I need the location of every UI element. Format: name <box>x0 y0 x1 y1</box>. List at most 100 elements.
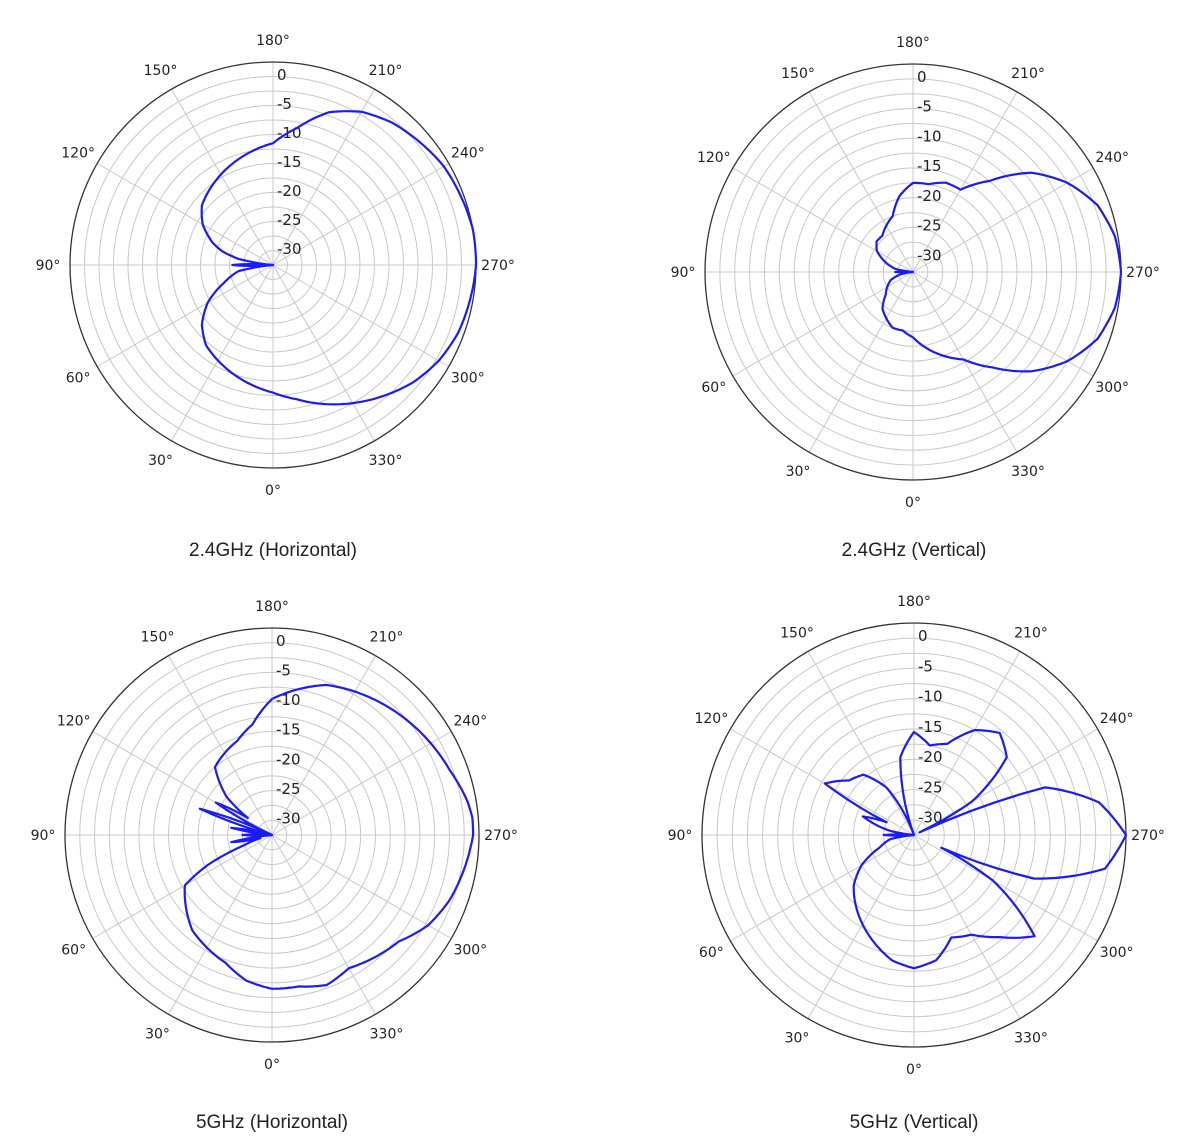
pattern-trace <box>200 110 478 406</box>
angle-tick-label: 30° <box>145 1026 170 1042</box>
grid-spoke <box>807 651 915 836</box>
grid-spoke <box>272 88 375 266</box>
angle-tick-label: 240° <box>453 714 487 730</box>
grid-spoke <box>730 728 915 836</box>
grid-spoke <box>168 655 273 836</box>
angle-tick-label: 180° <box>256 33 290 49</box>
angle-tick-label: 210° <box>369 63 403 79</box>
outer-ring <box>64 627 480 1043</box>
radial-tick-label: -20 <box>277 182 302 200</box>
chart-panel-1: 0° 30° 60° 90° 120° 150° 180° 210° 240° 270° 300° 3… <box>0 0 600 575</box>
chart-title: 5GHz (Horizontal) <box>195 1112 349 1133</box>
radial-tick-label: -5 <box>276 662 291 680</box>
radial-tick-label: -30 <box>917 246 942 264</box>
grid-spoke <box>913 834 1021 1019</box>
angle-tick-label: 90° <box>668 828 693 844</box>
grid-spoke <box>271 655 376 836</box>
grid-spoke <box>808 271 914 453</box>
angle-tick-label: 0° <box>906 1062 922 1078</box>
angle-tick-label: 300° <box>453 943 487 959</box>
angle-tick-label: 0° <box>905 495 921 511</box>
angle-tick-label: 240° <box>1095 150 1129 166</box>
grid-spoke <box>913 834 1098 942</box>
grid-spoke <box>92 731 273 836</box>
angle-tick-label: 240° <box>1100 711 1134 727</box>
grid-spoke <box>913 728 1098 836</box>
radial-tick-label: 0 <box>277 66 287 84</box>
grid-spoke <box>171 264 274 442</box>
radial-tick-label: -20 <box>276 750 301 768</box>
grid-spoke <box>732 271 914 377</box>
grid-spoke <box>912 271 1018 453</box>
radial-tick-label: -25 <box>918 778 943 796</box>
angle-tick-label: 90° <box>31 828 56 844</box>
chart-title: 2.4GHz (Vertical) <box>841 540 987 561</box>
angle-tick-label: 180° <box>897 594 931 610</box>
grid-spoke <box>912 271 1094 377</box>
grid-spoke <box>271 731 452 836</box>
radial-tick-label: -5 <box>917 98 932 116</box>
grid-spoke <box>732 167 914 273</box>
angle-tick-label: 0° <box>265 483 281 499</box>
angle-tick-label: 180° <box>896 35 930 51</box>
angle-tick-label: 150° <box>781 66 815 82</box>
angle-tick-label: 300° <box>451 371 485 387</box>
grid-spoke <box>912 91 1018 273</box>
radial-tick-label: -30 <box>918 809 943 827</box>
chart-title: 5GHz (Vertical) <box>849 1112 979 1133</box>
grid-spoke <box>171 88 274 266</box>
radial-tick-label: -5 <box>918 657 933 675</box>
pattern-trace <box>183 683 475 990</box>
polar-chart-3: 0° 30° 60° 90° 120° 150° 180° 210° 240° 270° 300° 3… <box>31 599 518 1073</box>
radial-tick-label: -10 <box>918 688 943 706</box>
angle-tick-label: 60° <box>61 943 86 959</box>
radial-tick-label: -5 <box>277 95 292 113</box>
angle-tick-label: 330° <box>1014 1031 1048 1047</box>
angle-tick-label: 0° <box>264 1057 280 1073</box>
chart-title: 2.4GHz (Horizontal) <box>189 540 357 561</box>
angle-tick-label: 270° <box>1126 265 1160 281</box>
radial-tick-label: -25 <box>276 780 301 798</box>
grid-spoke <box>272 163 450 266</box>
angle-tick-label: 270° <box>1131 828 1165 844</box>
radial-tick-label: -30 <box>277 240 302 258</box>
radial-tick-label: -15 <box>917 157 942 175</box>
grid-spoke <box>807 834 915 1019</box>
radial-tick-label: -20 <box>918 748 943 766</box>
polar-chart-2: 0° 30° 60° 90° 120° 150° 180° 210° 240° 270° 300° 3… <box>671 35 1160 511</box>
grid-spoke <box>271 834 452 939</box>
angle-tick-label: 210° <box>1014 625 1048 641</box>
pattern-trace <box>823 728 1128 970</box>
angle-tick-label: 330° <box>369 453 403 469</box>
radial-tick-label: 0 <box>917 68 927 86</box>
angle-tick-label: 90° <box>36 258 61 274</box>
grid-spoke <box>913 651 1021 836</box>
angle-tick-label: 240° <box>451 146 485 162</box>
angle-tick-label: 90° <box>671 265 696 281</box>
grid-spoke <box>168 834 273 1015</box>
grid-spoke <box>272 264 375 442</box>
angle-tick-label: 60° <box>699 945 724 961</box>
grid-spoke <box>730 834 915 942</box>
radial-tick-label: 0 <box>276 632 286 650</box>
angle-tick-label: 30° <box>148 453 173 469</box>
angle-tick-label: 150° <box>780 625 814 641</box>
radial-tick-label: -25 <box>277 211 302 229</box>
radial-tick-label: -10 <box>917 127 942 145</box>
grid-spoke <box>96 264 274 367</box>
radial-tick-label: 0 <box>918 627 928 645</box>
angle-tick-label: 270° <box>481 258 515 274</box>
angle-tick-label: 30° <box>785 1031 810 1047</box>
radial-tick-label: -30 <box>276 809 301 827</box>
chart-panel-2: 0° 30° 60° 90° 120° 150° 180° 210° 240° 270° 300° 3… <box>671 35 1160 561</box>
grid-spoke <box>271 834 376 1015</box>
angle-tick-label: 150° <box>141 630 175 646</box>
grid-spoke <box>808 91 914 273</box>
angle-tick-label: 300° <box>1100 945 1134 961</box>
angle-tick-label: 60° <box>66 371 91 387</box>
radial-tick-label: -20 <box>917 187 942 205</box>
angle-tick-label: 180° <box>255 599 289 615</box>
radial-tick-label: -15 <box>918 718 943 736</box>
